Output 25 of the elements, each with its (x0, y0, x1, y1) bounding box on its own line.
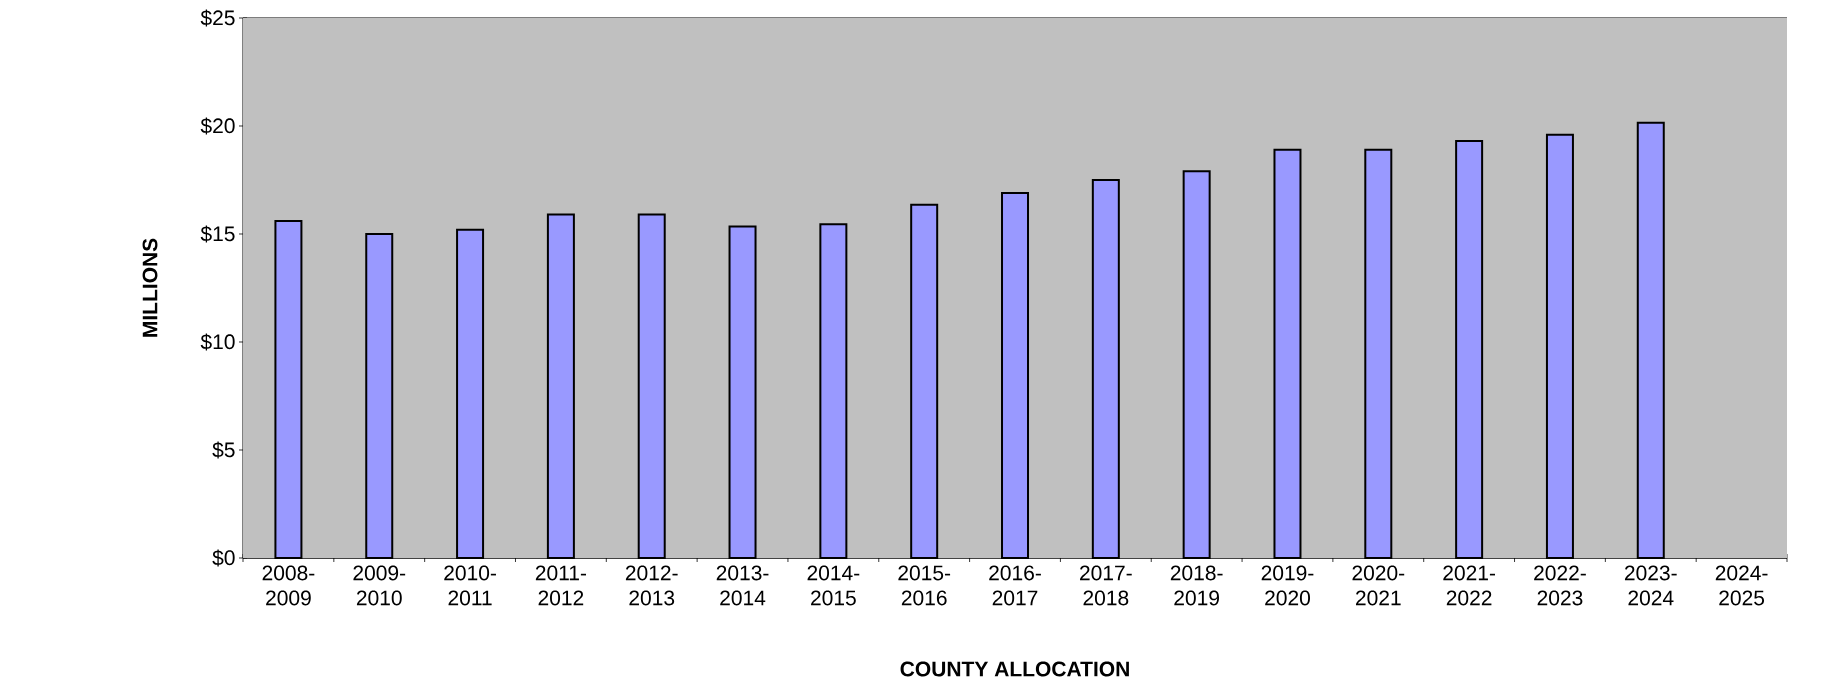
y-tick-label: $15 (200, 225, 235, 243)
y-tick-label: $5 (212, 441, 235, 459)
y-axis-title: MILLIONS (142, 238, 158, 337)
x-tick-label: 2008-2009 (262, 565, 315, 606)
x-tick-label: 2009-2010 (353, 565, 406, 606)
x-tick-label: 2024-2025 (1715, 565, 1768, 606)
x-tick-label: 2023-2024 (1624, 565, 1677, 606)
x-tick-label: 2013-2014 (716, 565, 769, 606)
x-tick-label: 2021-2022 (1443, 565, 1496, 606)
x-tick-label: 2019-2020 (1261, 565, 1314, 606)
x-axis-title: COUNTY ALLOCATION (900, 661, 1129, 677)
x-tick-label: 2011-2012 (535, 565, 587, 606)
y-tick-label: $10 (200, 333, 235, 351)
x-tick-label: 2016-2017 (989, 565, 1041, 606)
y-tick-label: $0 (212, 549, 235, 567)
y-tick-label: $20 (200, 117, 235, 135)
x-tick-label: 2012-2013 (625, 565, 678, 606)
x-tick-label: 2015-2016 (898, 565, 951, 606)
y-tick-label: $25 (200, 9, 235, 27)
x-tick-label: 2018-2019 (1170, 565, 1223, 606)
x-tick-label: 2020-2021 (1352, 565, 1405, 606)
x-tick-label: 2014-2015 (807, 565, 860, 606)
x-tick-label: 2022-2023 (1534, 565, 1586, 606)
x-tick-label: 2017-2018 (1080, 565, 1132, 606)
x-tick-label: 2010-2011 (444, 565, 496, 606)
